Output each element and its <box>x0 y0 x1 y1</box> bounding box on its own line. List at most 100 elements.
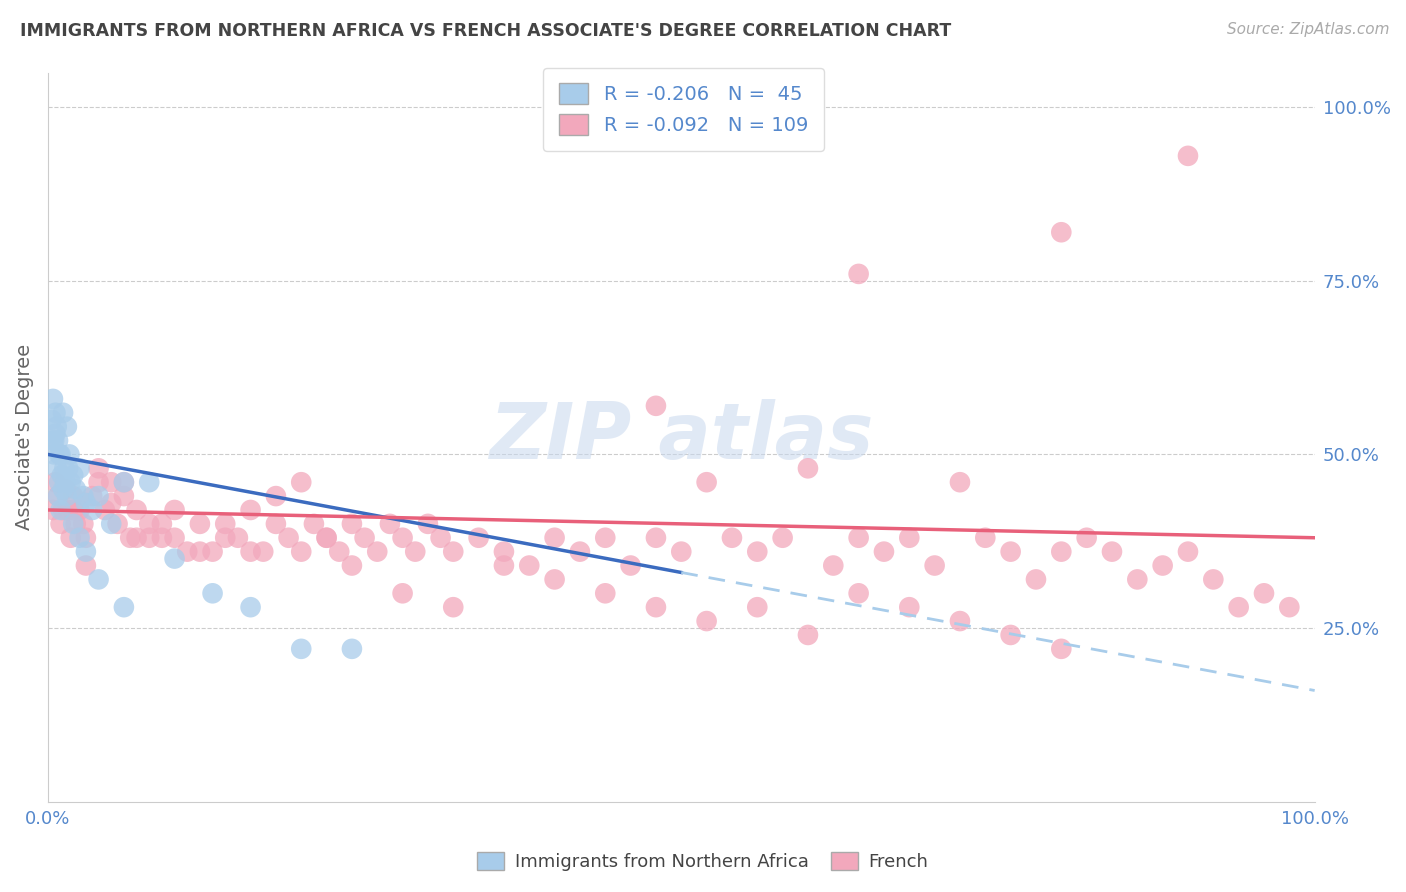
Point <box>65 516 87 531</box>
Point <box>492 544 515 558</box>
Point <box>277 531 299 545</box>
Point <box>72 489 94 503</box>
Y-axis label: Associate's Degree: Associate's Degree <box>15 344 34 530</box>
Point <box>593 586 616 600</box>
Point <box>44 406 66 420</box>
Point <box>163 503 186 517</box>
Point <box>290 641 312 656</box>
Point <box>55 475 77 490</box>
Point <box>45 419 67 434</box>
Point <box>328 544 350 558</box>
Point <box>315 531 337 545</box>
Point <box>138 475 160 490</box>
Point <box>1000 544 1022 558</box>
Point <box>56 503 79 517</box>
Point <box>898 531 921 545</box>
Text: Source: ZipAtlas.com: Source: ZipAtlas.com <box>1226 22 1389 37</box>
Point <box>201 544 224 558</box>
Point <box>59 475 82 490</box>
Point <box>315 531 337 545</box>
Point <box>214 531 236 545</box>
Point <box>59 531 82 545</box>
Point <box>125 531 148 545</box>
Point <box>52 482 75 496</box>
Point <box>340 516 363 531</box>
Point <box>1101 544 1123 558</box>
Point <box>48 447 70 461</box>
Point <box>176 544 198 558</box>
Point <box>52 406 75 420</box>
Point <box>1050 225 1073 239</box>
Point <box>873 544 896 558</box>
Point <box>848 531 870 545</box>
Point <box>391 531 413 545</box>
Point <box>94 503 117 517</box>
Point <box>48 475 70 490</box>
Point <box>100 496 122 510</box>
Point <box>56 461 79 475</box>
Point <box>42 503 65 517</box>
Point <box>645 600 668 615</box>
Point <box>87 461 110 475</box>
Point <box>1076 531 1098 545</box>
Point <box>69 531 91 545</box>
Point <box>949 614 972 628</box>
Point <box>107 516 129 531</box>
Point <box>214 516 236 531</box>
Point <box>1177 544 1199 558</box>
Point <box>1202 573 1225 587</box>
Point <box>366 544 388 558</box>
Point <box>1278 600 1301 615</box>
Point <box>163 531 186 545</box>
Point <box>62 489 84 503</box>
Point <box>441 600 464 615</box>
Point <box>46 434 69 448</box>
Point <box>46 489 69 503</box>
Point <box>747 600 769 615</box>
Point <box>120 531 142 545</box>
Point <box>252 544 274 558</box>
Point <box>1126 573 1149 587</box>
Point <box>188 544 211 558</box>
Point <box>1025 573 1047 587</box>
Point <box>75 544 97 558</box>
Point <box>797 461 820 475</box>
Point <box>264 516 287 531</box>
Point <box>1050 544 1073 558</box>
Point <box>55 482 77 496</box>
Point <box>290 475 312 490</box>
Point <box>75 558 97 573</box>
Point <box>150 531 173 545</box>
Point <box>125 503 148 517</box>
Point <box>898 600 921 615</box>
Point <box>1152 558 1174 573</box>
Point <box>201 586 224 600</box>
Point <box>340 558 363 573</box>
Point <box>797 628 820 642</box>
Point <box>44 475 66 490</box>
Point <box>1253 586 1275 600</box>
Point <box>1000 628 1022 642</box>
Point <box>404 544 426 558</box>
Point <box>112 489 135 503</box>
Point <box>568 544 591 558</box>
Point <box>53 461 76 475</box>
Point <box>49 516 72 531</box>
Point <box>44 426 66 441</box>
Point <box>772 531 794 545</box>
Point <box>75 496 97 510</box>
Point <box>44 447 66 461</box>
Point <box>492 558 515 573</box>
Point <box>747 544 769 558</box>
Point <box>620 558 643 573</box>
Point <box>593 531 616 545</box>
Point <box>100 475 122 490</box>
Point <box>42 392 65 406</box>
Point <box>848 267 870 281</box>
Point <box>823 558 845 573</box>
Legend: Immigrants from Northern Africa, French: Immigrants from Northern Africa, French <box>470 845 936 879</box>
Point <box>391 586 413 600</box>
Point <box>44 434 66 448</box>
Legend: R = -0.206   N =  45, R = -0.092   N = 109: R = -0.206 N = 45, R = -0.092 N = 109 <box>543 68 824 151</box>
Point <box>62 468 84 483</box>
